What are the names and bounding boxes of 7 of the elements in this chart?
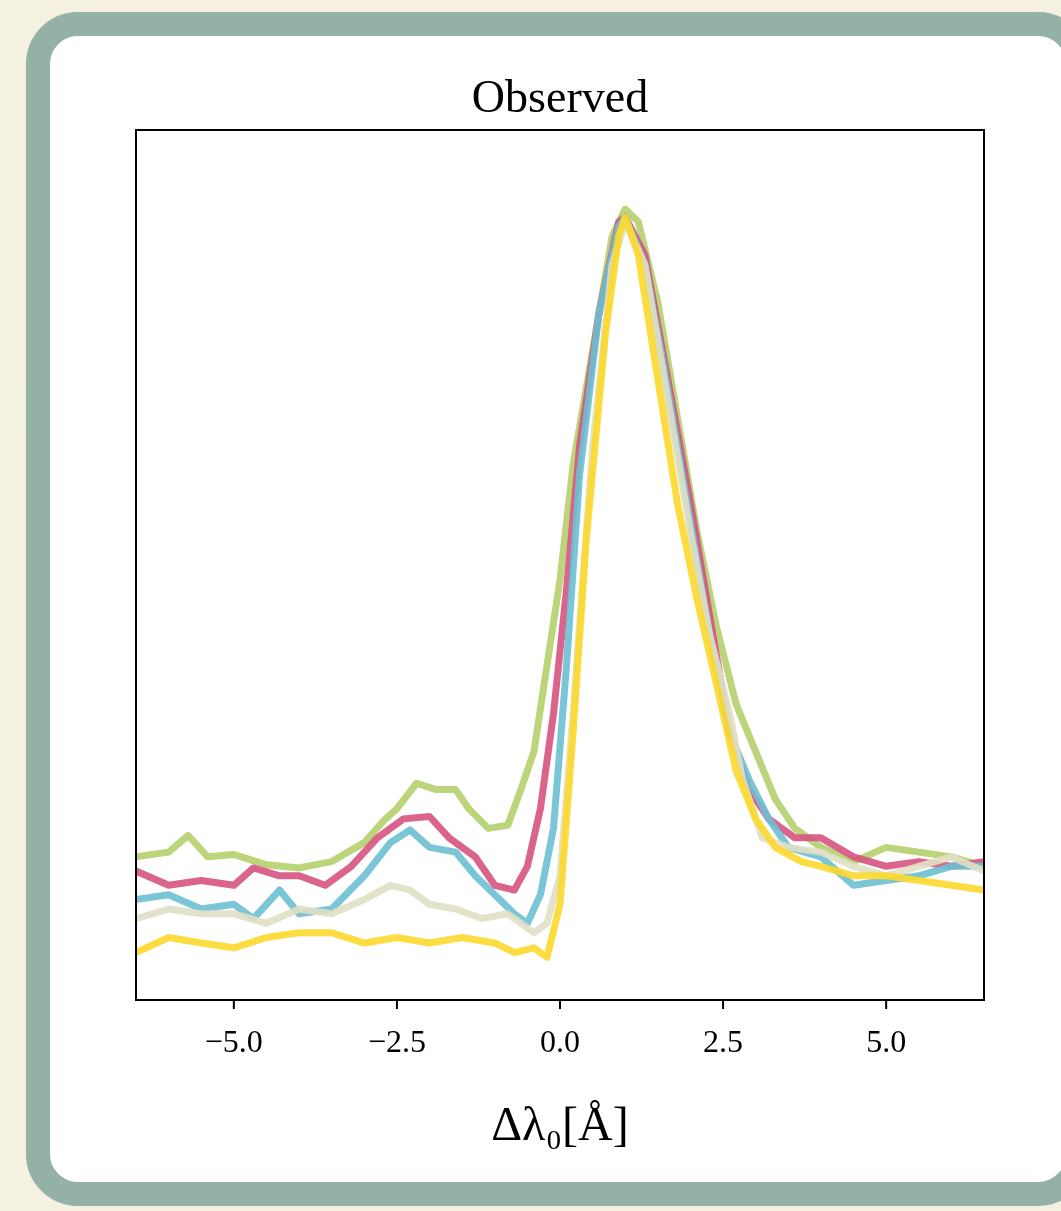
x-tick-label: −5.0 (204, 1023, 263, 1059)
x-tick-label: 5.0 (866, 1023, 907, 1059)
x-axis-title: Δλ₀[Å] (491, 1097, 629, 1150)
chart-title: Observed (471, 71, 649, 122)
x-tick-label: −2.5 (367, 1023, 426, 1059)
x-tick-label: 2.5 (703, 1023, 744, 1059)
x-tick-label: 0.0 (540, 1023, 580, 1059)
